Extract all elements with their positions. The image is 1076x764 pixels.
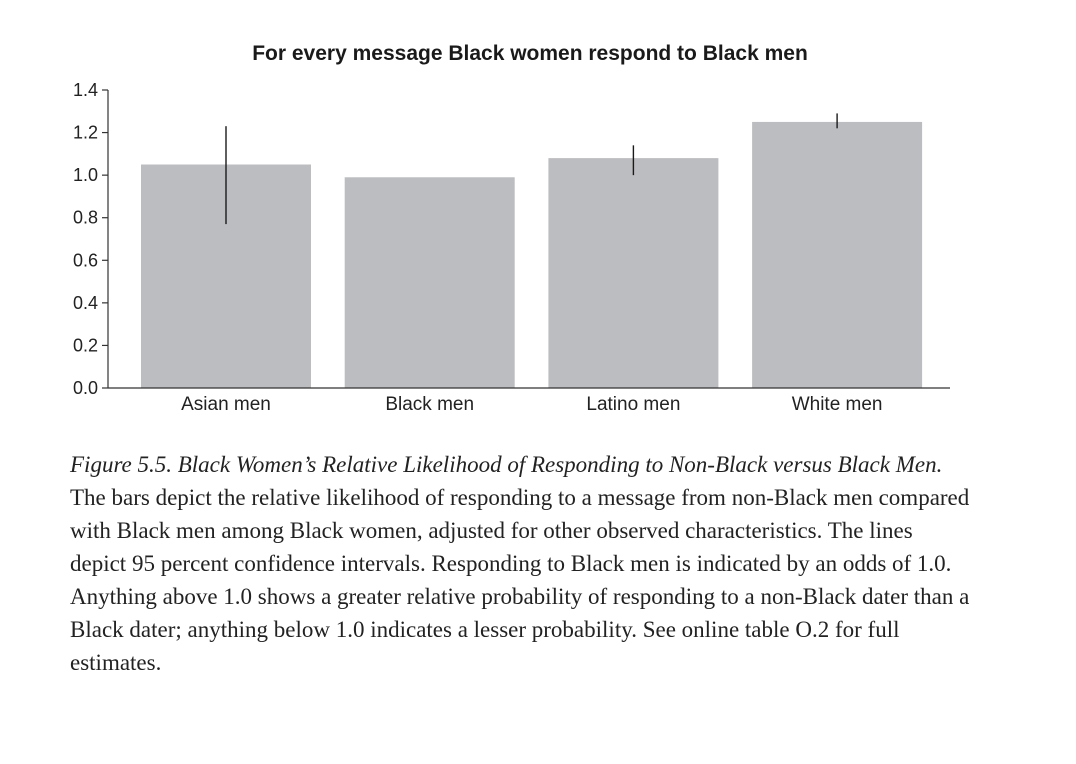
y-tick-label: 0.0: [73, 378, 98, 398]
bar: [344, 177, 515, 388]
caption-text: The bars depict the relative likelihood …: [70, 485, 970, 675]
y-tick-label: 1.4: [73, 80, 98, 100]
figure-title: Figure 5.5. Black Women’s Relative Likel…: [70, 452, 943, 477]
x-tick-label: White men: [792, 394, 883, 415]
x-tick-label: Black men: [385, 394, 474, 415]
x-tick-label: Asian men: [181, 394, 271, 415]
bar: [752, 121, 923, 388]
x-axis: Asian men Black men Latino men White men: [108, 387, 950, 415]
y-tick-label: 1.2: [73, 123, 98, 143]
error-bars: [225, 113, 838, 225]
y-tick-label: 0.2: [73, 335, 98, 355]
y-tick-label: 0.6: [73, 250, 98, 270]
y-tick-label: 0.4: [73, 293, 98, 313]
y-axis: 0.0 0.2 0.4 0.6 0.8 1.0 1.2 1.4: [73, 80, 109, 398]
bars: [141, 121, 923, 388]
y-tick-label: 1.0: [73, 165, 98, 185]
x-tick-label: Latino men: [586, 394, 680, 415]
y-tick-label: 0.8: [73, 208, 98, 228]
chart-title: For every message Black women respond to…: [252, 42, 808, 65]
figure-caption: Figure 5.5. Black Women’s Relative Likel…: [70, 448, 970, 679]
bar: [548, 158, 719, 388]
bar-chart: For every message Black women respond to…: [73, 42, 950, 415]
